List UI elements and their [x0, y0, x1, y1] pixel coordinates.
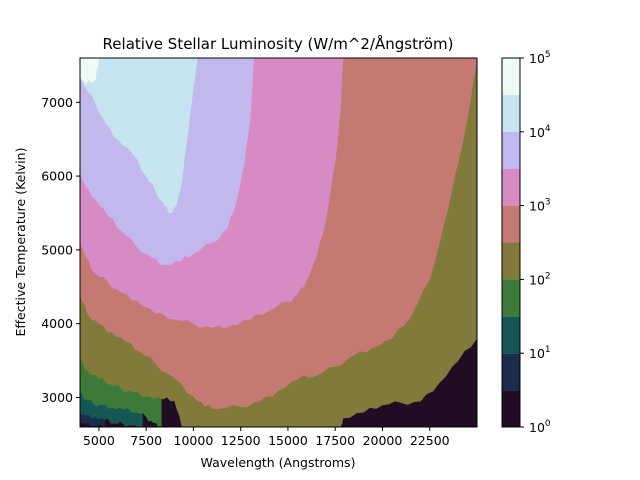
plot-area [80, 58, 477, 427]
x-tick-label: 20000 [363, 433, 403, 448]
x-axis-title: Wavelength (Angstroms) [201, 455, 356, 470]
x-tick-label: 17500 [315, 433, 355, 448]
y-tick-label: 6000 [41, 169, 73, 184]
colorbar-segment [502, 94, 520, 132]
y-tick-label: 3000 [41, 390, 73, 405]
y-tick-label: 5000 [41, 242, 73, 257]
x-tick-label: 12500 [221, 433, 261, 448]
x-tick-label: 5000 [83, 433, 115, 448]
x-tick-label: 10000 [174, 433, 214, 448]
colorbar-axis: 100 101 102 103 104 105 [520, 50, 551, 435]
colorbar-segment [502, 205, 520, 243]
colorbar-tick-label: 101 [529, 345, 551, 361]
y-tick-label: 4000 [41, 316, 73, 331]
colorbar-frame [501, 57, 521, 428]
chart-title: Relative Stellar Luminosity (W/m^2/Ångst… [103, 34, 454, 53]
colorbar-segment [502, 353, 520, 391]
x-tick-label: 7500 [130, 433, 162, 448]
colorbar-segment [502, 279, 520, 317]
colorbar-tick-label: 104 [529, 124, 551, 140]
colorbar-tick-label: 100 [529, 419, 551, 435]
colorbar-segment [502, 168, 520, 206]
colorbar-tick-label: 102 [529, 271, 551, 287]
plot-frame [79, 57, 478, 428]
x-axis: 5000 7500 10000 12500 15000 17500 20000 22500 [83, 427, 450, 448]
contour-band-9 [80, 58, 100, 85]
y-tick-label: 7000 [41, 95, 73, 110]
x-tick-label: 22500 [410, 433, 450, 448]
colorbar [502, 58, 520, 427]
colorbar-segment [502, 390, 520, 427]
colorbar-segment [502, 316, 520, 354]
colorbar-segment [502, 58, 520, 95]
x-tick-label: 15000 [268, 433, 308, 448]
colorbar-segment [502, 131, 520, 169]
y-axis: 3000 4000 5000 6000 7000 [41, 95, 80, 405]
colorbar-tick-label: 103 [529, 198, 551, 214]
colorbar-segment [502, 242, 520, 280]
colorbar-tick-label: 105 [529, 50, 551, 66]
contour-band-8 [80, 58, 198, 214]
y-axis-title: Effective Temperature (Kelvin) [13, 148, 28, 337]
